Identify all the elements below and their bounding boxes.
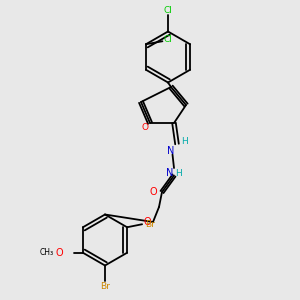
Text: H: H xyxy=(181,136,188,146)
Text: Br: Br xyxy=(145,220,154,229)
Text: N: N xyxy=(166,167,173,178)
Text: O: O xyxy=(55,248,63,258)
Text: Cl: Cl xyxy=(164,6,172,15)
Text: O: O xyxy=(149,187,157,197)
Text: Br: Br xyxy=(100,282,110,291)
Text: Cl: Cl xyxy=(164,35,173,44)
Text: O: O xyxy=(142,123,149,132)
Text: H: H xyxy=(175,169,182,178)
Text: N: N xyxy=(167,146,175,157)
Text: O: O xyxy=(143,217,151,227)
Text: CH₃: CH₃ xyxy=(40,248,54,257)
